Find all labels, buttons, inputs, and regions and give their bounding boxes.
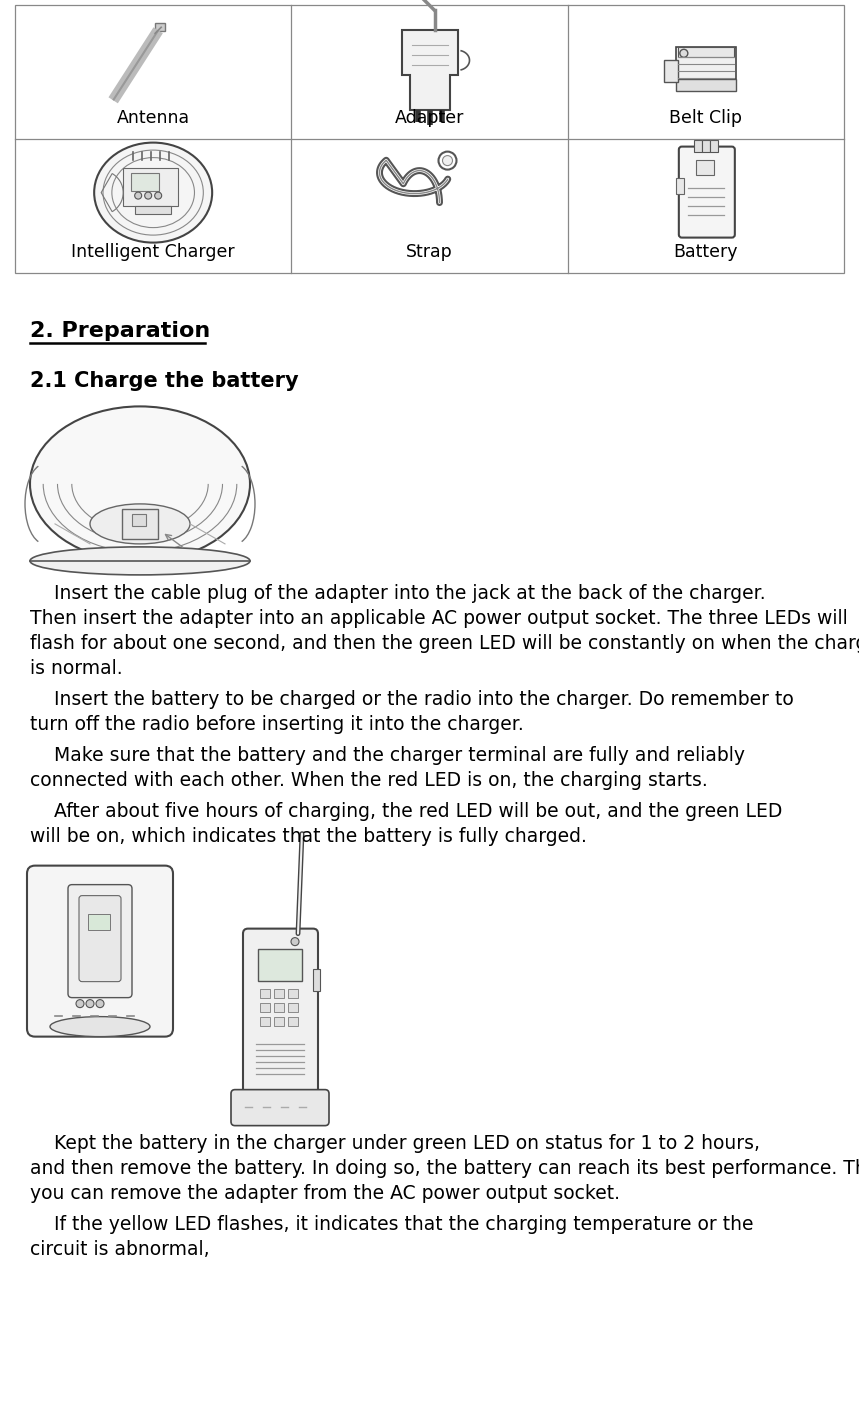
Bar bbox=[88, 913, 110, 930]
Ellipse shape bbox=[94, 143, 212, 242]
FancyBboxPatch shape bbox=[243, 929, 318, 1099]
Circle shape bbox=[679, 50, 688, 57]
Circle shape bbox=[155, 193, 161, 200]
Text: Insert the battery to be charged or the radio into the charger. Do remember to: Insert the battery to be charged or the … bbox=[30, 690, 794, 709]
Bar bbox=[313, 969, 320, 991]
Polygon shape bbox=[401, 30, 458, 110]
Bar bbox=[274, 988, 284, 998]
Bar bbox=[696, 160, 714, 174]
Bar bbox=[694, 140, 702, 152]
Text: If the yellow LED flashes, it indicates that the charging temperature or the: If the yellow LED flashes, it indicates … bbox=[30, 1215, 753, 1233]
Bar bbox=[260, 1003, 270, 1011]
Bar bbox=[260, 1017, 270, 1025]
Bar bbox=[288, 1003, 298, 1011]
Bar bbox=[676, 177, 684, 194]
Circle shape bbox=[144, 193, 152, 200]
Text: circuit is abnormal,: circuit is abnormal, bbox=[30, 1240, 210, 1259]
FancyBboxPatch shape bbox=[79, 896, 121, 981]
Text: Insert the cable plug of the adapter into the jack at the back of the charger.: Insert the cable plug of the adapter int… bbox=[30, 583, 765, 603]
Bar bbox=[135, 205, 171, 214]
FancyBboxPatch shape bbox=[27, 865, 173, 1037]
Bar bbox=[258, 949, 302, 981]
Circle shape bbox=[442, 156, 453, 166]
Ellipse shape bbox=[50, 1017, 150, 1037]
Bar bbox=[664, 61, 678, 82]
Circle shape bbox=[291, 937, 299, 946]
Bar bbox=[123, 167, 178, 205]
Text: will be on, which indicates that the battery is fully charged.: will be on, which indicates that the bat… bbox=[30, 827, 587, 847]
Circle shape bbox=[86, 1000, 94, 1008]
Text: Battery: Battery bbox=[673, 244, 738, 261]
Text: and then remove the battery. In doing so, the battery can reach its best perform: and then remove the battery. In doing so… bbox=[30, 1158, 859, 1178]
Bar bbox=[155, 23, 165, 31]
Bar bbox=[678, 47, 734, 57]
FancyBboxPatch shape bbox=[231, 1090, 329, 1126]
Text: flash for about one second, and then the green LED will be constantly on when th: flash for about one second, and then the… bbox=[30, 634, 859, 653]
Text: Make sure that the battery and the charger terminal are fully and reliably: Make sure that the battery and the charg… bbox=[30, 746, 745, 765]
Text: After about five hours of charging, the red LED will be out, and the green LED: After about five hours of charging, the … bbox=[30, 803, 783, 821]
Text: is normal.: is normal. bbox=[30, 658, 123, 678]
Bar bbox=[274, 1017, 284, 1025]
Text: Antenna: Antenna bbox=[117, 109, 190, 127]
Ellipse shape bbox=[30, 406, 250, 561]
Text: Intelligent Charger: Intelligent Charger bbox=[71, 244, 235, 261]
Bar bbox=[122, 508, 158, 539]
Bar bbox=[288, 1017, 298, 1025]
Circle shape bbox=[76, 1000, 84, 1008]
Bar bbox=[710, 140, 718, 152]
Text: Belt Clip: Belt Clip bbox=[669, 109, 742, 127]
FancyBboxPatch shape bbox=[679, 147, 734, 238]
Circle shape bbox=[135, 193, 142, 200]
Ellipse shape bbox=[90, 504, 190, 544]
Text: Kept the battery in the charger under green LED on status for 1 to 2 hours,: Kept the battery in the charger under gr… bbox=[30, 1134, 760, 1153]
Text: you can remove the adapter from the AC power output socket.: you can remove the adapter from the AC p… bbox=[30, 1184, 620, 1202]
Bar bbox=[288, 988, 298, 998]
Bar bbox=[676, 79, 736, 91]
Bar bbox=[274, 1003, 284, 1011]
Text: turn off the radio before inserting it into the charger.: turn off the radio before inserting it i… bbox=[30, 715, 524, 733]
Bar bbox=[15, 6, 844, 273]
FancyBboxPatch shape bbox=[676, 47, 736, 79]
Text: Adapter: Adapter bbox=[395, 109, 464, 127]
Bar bbox=[702, 140, 710, 152]
Ellipse shape bbox=[30, 547, 250, 575]
Text: Then insert the adapter into an applicable AC power output socket. The three LED: Then insert the adapter into an applicab… bbox=[30, 609, 848, 627]
Text: 2.1 Charge the battery: 2.1 Charge the battery bbox=[30, 371, 299, 391]
Bar bbox=[260, 988, 270, 998]
FancyBboxPatch shape bbox=[68, 885, 132, 998]
Text: connected with each other. When the red LED is on, the charging starts.: connected with each other. When the red … bbox=[30, 772, 708, 790]
Circle shape bbox=[96, 1000, 104, 1008]
Text: 2. Preparation: 2. Preparation bbox=[30, 321, 210, 341]
Text: Strap: Strap bbox=[406, 244, 453, 261]
Circle shape bbox=[438, 152, 456, 170]
Bar bbox=[132, 514, 146, 525]
Bar bbox=[131, 173, 159, 191]
